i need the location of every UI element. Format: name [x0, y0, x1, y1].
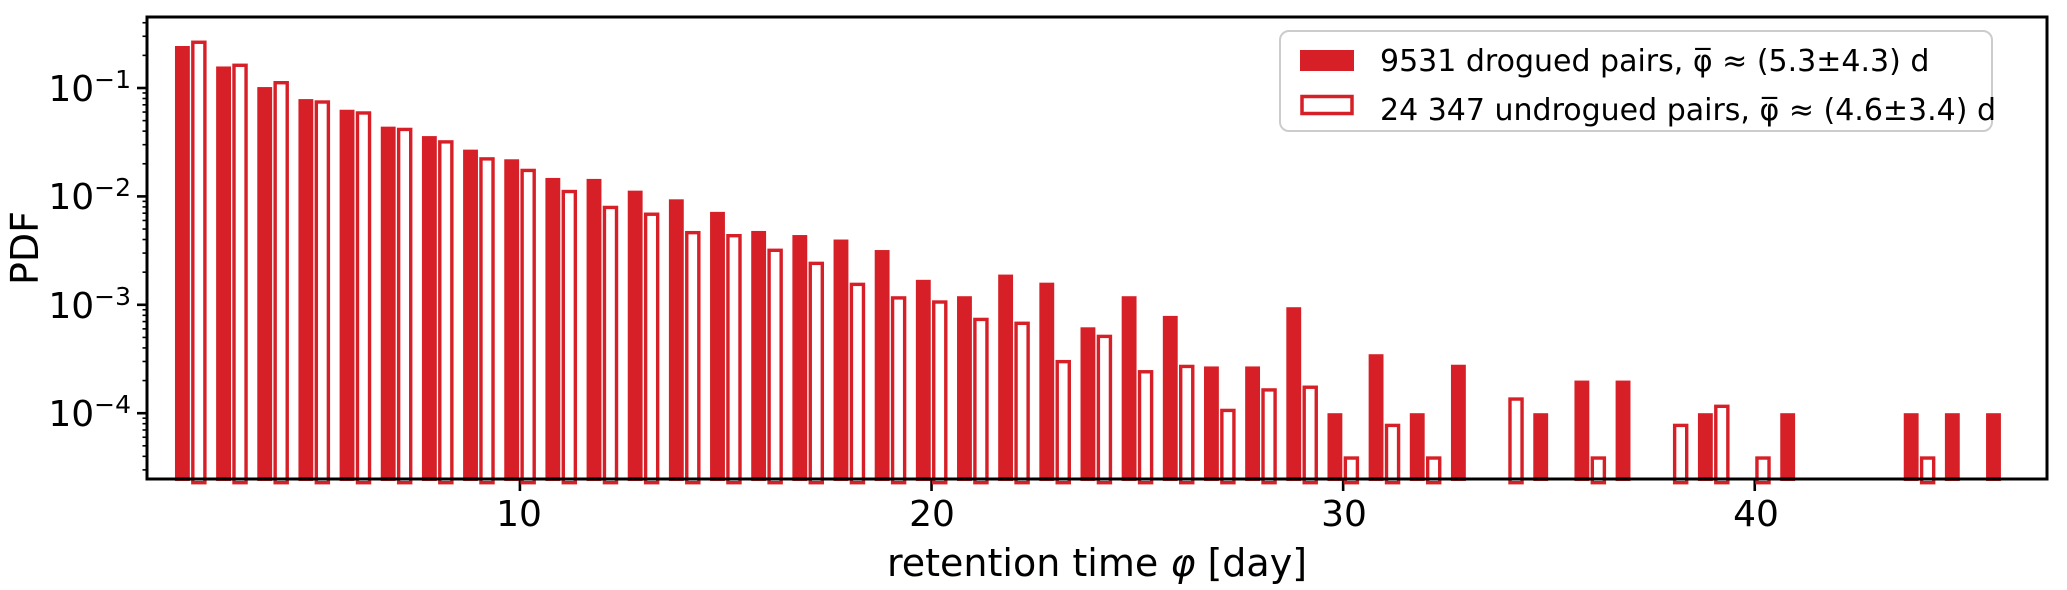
undrogued-bar	[1919, 456, 1936, 485]
undrogued-bar	[273, 81, 289, 485]
undrogued-bar	[1343, 456, 1360, 485]
drogued-bar	[1368, 354, 1384, 481]
x-tick-label: 30	[1321, 494, 1367, 535]
undrogued-bar	[1508, 397, 1524, 485]
drogued-bar	[998, 274, 1014, 481]
drogued-bar	[751, 230, 767, 481]
undrogued-bar	[890, 296, 907, 485]
drogued-bar	[792, 235, 808, 481]
legend-label-undrogued: 24 347 undrogued pairs, φ̅ ≈ (4.6±3.4) d	[1380, 93, 1996, 128]
drogued-bar	[915, 279, 931, 481]
drogued-bar	[668, 199, 684, 482]
undrogued-bar	[808, 261, 825, 485]
drogued-bar	[421, 136, 437, 481]
undrogued-bar	[479, 157, 495, 485]
legend: 9531 drogued pairs, φ̅ ≈ (5.3±4.3) d 24 …	[1279, 30, 1996, 132]
undrogued-bar	[1261, 388, 1277, 485]
legend-swatch-undrogued	[1300, 94, 1354, 116]
undrogued-bar	[1384, 423, 1401, 485]
drogued-bar	[1533, 413, 1549, 481]
undrogued-bar	[849, 282, 866, 485]
undrogued-bar	[1178, 364, 1195, 485]
drogued-bar	[833, 239, 849, 481]
drogued-bar	[216, 66, 231, 481]
drogued-bar	[174, 46, 190, 481]
undrogued-bar	[191, 40, 207, 485]
undrogued-bar	[726, 233, 742, 485]
drogued-bar	[1903, 413, 1919, 481]
undrogued-bar	[1220, 408, 1236, 485]
undrogued-bar	[520, 168, 536, 485]
drogued-bar	[298, 99, 314, 481]
drogued-bar	[1574, 380, 1590, 481]
drogued-bar	[1409, 413, 1425, 481]
drogued-bar	[504, 159, 520, 482]
plot-border	[145, 15, 2049, 481]
undrogued-bar	[932, 300, 948, 485]
drogued-bar	[1944, 413, 1960, 481]
legend-swatch-drogued	[1300, 50, 1354, 71]
undrogued-bar	[1137, 370, 1154, 485]
drogued-bar	[627, 190, 643, 481]
drogued-bar	[874, 250, 890, 481]
drogued-bar	[1286, 307, 1302, 481]
drogued-bar	[1203, 366, 1219, 481]
undrogued-bar	[314, 100, 331, 485]
y-tick-label: 10−2	[48, 173, 131, 218]
drogued-bar	[1121, 296, 1137, 481]
drogued-bar	[1450, 364, 1466, 481]
drogued-bar	[545, 177, 561, 481]
y-tick-label: 10−3	[48, 282, 131, 327]
undrogued-bar	[602, 205, 619, 485]
undrogued-bar	[232, 63, 248, 485]
drogued-bar	[1986, 413, 2001, 481]
undrogued-bar	[1096, 334, 1113, 485]
drogued-bar	[957, 296, 972, 481]
legend-label-drogued: 9531 drogued pairs, φ̅ ≈ (5.3±4.3) d	[1380, 44, 1929, 79]
y-tick-label: 10−4	[48, 390, 131, 435]
undrogued-bar	[561, 189, 578, 485]
y-axis-tick-labels: 10−1 10−2 10−3 10−4	[48, 65, 131, 435]
drogued-bar	[380, 126, 396, 482]
drogued-bar	[586, 178, 602, 481]
undrogued-bar	[1014, 321, 1030, 485]
undrogued-bar	[1590, 456, 1607, 485]
undrogued-bar	[1672, 423, 1689, 485]
drogued-bar	[339, 109, 355, 481]
drogued-bar	[1780, 413, 1796, 481]
drogued-bar	[1162, 315, 1178, 481]
undrogued-bar	[355, 111, 372, 485]
drogued-bar	[463, 149, 478, 481]
drogued-bar	[257, 87, 273, 481]
drogued-bar	[1245, 366, 1261, 481]
undrogued-bar	[643, 212, 660, 485]
drogued-bar	[1697, 413, 1713, 481]
undrogued-bar	[1055, 359, 1071, 485]
undrogued-bar	[1302, 385, 1318, 485]
drogued-bar	[1615, 380, 1631, 481]
drogued-bar	[1327, 413, 1343, 481]
x-axis-label: retention time φ [day]	[887, 541, 1307, 585]
x-tick-label: 10	[496, 494, 542, 535]
x-tick-label: 40	[1733, 494, 1779, 535]
drogued-bar	[710, 211, 725, 481]
drogued-bar	[1080, 327, 1096, 481]
undrogued-bar	[1714, 404, 1730, 485]
undrogued-bar	[767, 248, 783, 485]
undrogued-bar	[1755, 456, 1771, 485]
undrogued-bar	[438, 140, 454, 485]
legend-box	[1279, 30, 1993, 132]
y-axis-label: PDF	[3, 211, 47, 285]
undrogued-bar	[685, 230, 701, 485]
histogram-bars	[174, 40, 2001, 485]
x-tick-label: 20	[909, 494, 955, 535]
x-axis-tick-labels: 10 20 30 40	[496, 494, 1779, 535]
y-tick-label: 10−1	[48, 65, 131, 110]
undrogued-bar	[396, 127, 413, 485]
undrogued-bar	[1425, 456, 1442, 485]
undrogued-bar	[973, 317, 989, 485]
drogued-bar	[1039, 282, 1055, 481]
